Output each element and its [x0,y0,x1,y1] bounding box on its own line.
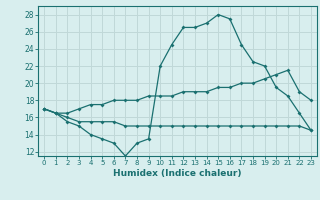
X-axis label: Humidex (Indice chaleur): Humidex (Indice chaleur) [113,169,242,178]
